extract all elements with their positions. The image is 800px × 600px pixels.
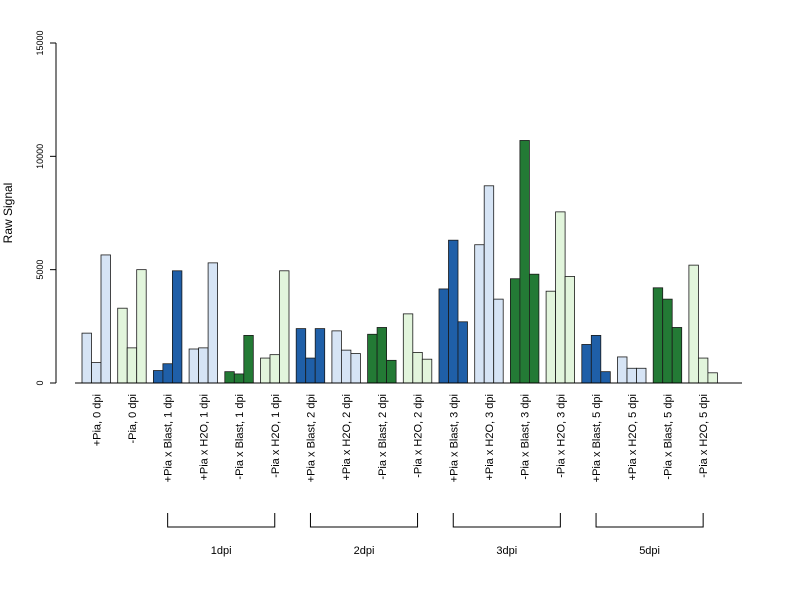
- x-category-label: +Pia x Blast, 5 dpi: [591, 394, 603, 482]
- bar: [412, 351, 423, 384]
- x-category-label: -Pia x H2O, 1 dpi: [270, 394, 282, 478]
- bar: [652, 287, 664, 384]
- x-category-label: -Pia x H2O, 5 dpi: [698, 394, 710, 478]
- bar: [617, 356, 628, 384]
- bar: [474, 244, 485, 384]
- x-category-label: -Pia x Blast, 1 dpi: [234, 394, 246, 480]
- bar: [698, 357, 709, 384]
- bar: [136, 269, 147, 384]
- bar: [188, 348, 200, 384]
- bar: [555, 211, 566, 384]
- bar: [279, 270, 290, 384]
- bar: [457, 321, 468, 384]
- bar: [483, 185, 495, 384]
- bar: [421, 358, 433, 384]
- bar: [152, 370, 164, 384]
- bar: [564, 276, 575, 384]
- bar: [100, 254, 111, 384]
- group-label: 3dpi: [496, 545, 517, 557]
- bar: [662, 298, 673, 384]
- bar: [626, 367, 637, 384]
- group-label: 1dpi: [211, 545, 232, 557]
- bar: [581, 344, 592, 384]
- x-category-label: +Pia x H2O, 2 dpi: [341, 394, 353, 481]
- x-category-label: +Pia x Blast, 1 dpi: [163, 394, 175, 482]
- bar: [207, 262, 219, 384]
- x-category-label: +Pia x Blast, 3 dpi: [448, 394, 460, 482]
- group-bracket: [595, 513, 704, 528]
- y-axis-title: Raw Signal: [1, 183, 15, 244]
- x-category-label: +Pia x Blast, 2 dpi: [305, 394, 317, 482]
- group-label: 2dpi: [354, 545, 375, 557]
- y-tick-label: 0: [35, 380, 45, 385]
- bar: [636, 367, 647, 384]
- x-category-label: +Pia x H2O, 5 dpi: [627, 394, 639, 481]
- bars-layer: [81, 140, 718, 384]
- bar: [171, 270, 183, 384]
- bar: [493, 298, 504, 384]
- x-category-label: -Pia x H2O, 3 dpi: [555, 394, 567, 478]
- bar: [376, 327, 388, 384]
- bar: [117, 307, 128, 384]
- bar: [519, 140, 530, 384]
- bar: [386, 359, 397, 384]
- bar: [688, 264, 699, 384]
- bar: [295, 328, 307, 384]
- group-brackets: 1dpi 2dpi 3dpi 5dpi: [167, 513, 704, 557]
- bar: [162, 363, 173, 384]
- bar: [305, 357, 316, 384]
- bar: [529, 273, 540, 384]
- group-bracket: [167, 513, 276, 528]
- bar: [350, 353, 361, 384]
- bar: [600, 371, 611, 384]
- bar: [367, 333, 378, 384]
- bar: [126, 347, 138, 384]
- bar: [590, 334, 602, 384]
- x-category-label: -Pia x Blast, 3 dpi: [520, 394, 532, 480]
- bar: [243, 334, 254, 384]
- bar: [402, 313, 414, 384]
- bar: [331, 330, 342, 384]
- group-bracket: [309, 513, 419, 528]
- bar: [260, 357, 271, 384]
- bar: [233, 373, 245, 384]
- bar: [671, 327, 683, 384]
- x-category-label: -Pia x H2O, 2 dpi: [413, 394, 425, 478]
- bar: [91, 362, 102, 384]
- bar: [545, 290, 556, 384]
- bar: [81, 332, 92, 384]
- bar: [340, 349, 352, 384]
- x-axis-category-labels: +Pia, 0 dpi -Pia, 0 dpi +Pia x Blast, 1 dp…: [91, 394, 710, 482]
- bar: [509, 278, 521, 384]
- group-label: 5dpi: [639, 545, 660, 557]
- bar: [438, 288, 449, 384]
- bar: [707, 372, 718, 384]
- group-bracket: [452, 513, 561, 528]
- x-category-label: -Pia, 0 dpi: [127, 394, 139, 444]
- bar: [224, 371, 235, 384]
- x-category-label: +Pia x H2O, 3 dpi: [484, 394, 496, 481]
- x-category-label: -Pia x Blast, 5 dpi: [662, 394, 674, 480]
- y-tick-label: 5000: [35, 260, 45, 280]
- y-tick-label: 15000: [35, 30, 45, 55]
- y-axis-ticks: 0 5000 10000 15000: [35, 30, 56, 386]
- x-category-label: +Pia x H2O, 1 dpi: [198, 394, 210, 481]
- bar: [198, 347, 209, 384]
- x-category-label: +Pia, 0 dpi: [91, 394, 103, 446]
- bar: [269, 354, 280, 384]
- y-tick-label: 10000: [35, 144, 45, 169]
- x-category-label: -Pia x Blast, 2 dpi: [377, 394, 389, 480]
- bar: [448, 239, 459, 384]
- bar: [314, 328, 326, 384]
